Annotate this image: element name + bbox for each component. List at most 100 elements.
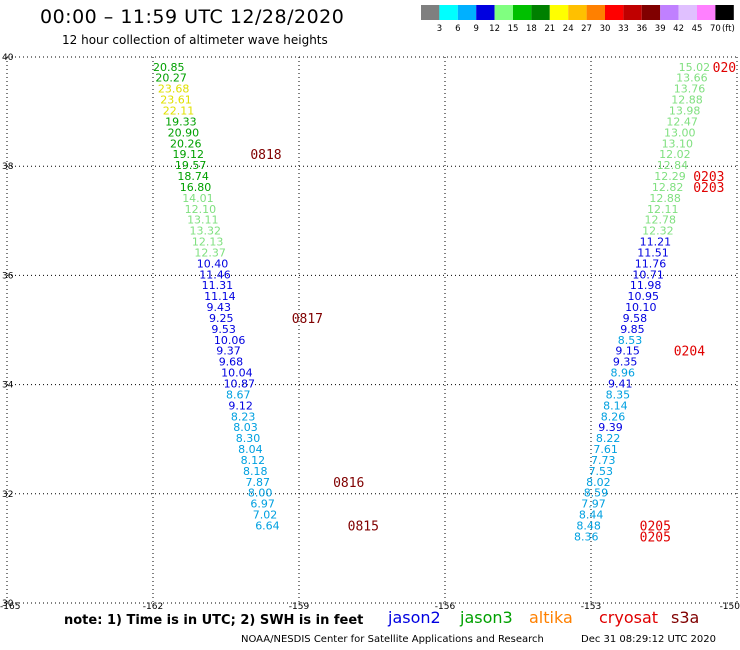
colorbar-swatch [549, 5, 569, 20]
colorbar-label: 3 [437, 24, 442, 34]
swh-point: 11.21 [640, 236, 672, 249]
swh-point: 8.22 [596, 432, 621, 445]
y-tick-label: 34 [2, 381, 14, 391]
swh-point: 8.96 [610, 367, 635, 380]
swh-point: 8.02 [586, 476, 611, 489]
swh-point: 19.57 [175, 159, 207, 172]
swh-point: 8.03 [233, 421, 257, 434]
swh-point: 9.35 [613, 356, 638, 369]
swh-point: 12.11 [647, 203, 679, 216]
time-tag: 0816 [333, 476, 364, 491]
swh-point: 8.26 [601, 410, 626, 423]
swh-point: 8.35 [606, 388, 631, 401]
swh-point: 8.53 [618, 334, 643, 347]
x-tick-label: -153 [581, 602, 601, 612]
swh-point: 9.25 [209, 312, 234, 325]
swh-point: 10.04 [221, 367, 253, 380]
swh-point: 8.44 [579, 509, 604, 522]
time-tag: 0205 [640, 530, 671, 545]
time-tag: 0815 [348, 519, 379, 534]
swh-point: 20.90 [168, 126, 200, 139]
swh-point: 8.48 [576, 519, 601, 532]
swh-point: 9.58 [623, 312, 648, 325]
note-text: note: 1) Time is in UTC; 2) SWH is in fe… [64, 613, 364, 628]
swh-point: 7.02 [253, 509, 278, 522]
colorbar-swatch [660, 5, 679, 20]
colorbar-swatch [513, 5, 532, 20]
swh-point: 8.23 [231, 410, 256, 423]
swh-point: 20.27 [155, 72, 187, 85]
swh-point: 7.73 [591, 454, 616, 467]
swh-point: 8.14 [603, 399, 628, 412]
swh-point: 13.98 [669, 105, 701, 118]
colorbar-label: 36 [636, 24, 647, 34]
colorbar-swatch [457, 5, 477, 20]
chart-title: 00:00 – 11:59 UTC 12/28/2020 [40, 6, 345, 28]
time-tag: 020 [713, 61, 736, 76]
time-tag: 0203 [693, 170, 724, 185]
swh-point: 14.01 [182, 192, 214, 205]
swh-point: 11.98 [630, 279, 662, 292]
swh-point: 8.36 [574, 530, 599, 543]
swh-point: 11.46 [199, 268, 231, 281]
swh-point: 6.97 [250, 498, 274, 511]
swh-point: 10.71 [632, 268, 664, 281]
swh-point: 8.59 [584, 487, 609, 500]
swh-point: 9.43 [207, 301, 232, 314]
colorbar-label: 33 [618, 24, 629, 34]
colorbar-swatch [568, 5, 587, 20]
swh-point: 23.68 [158, 83, 190, 96]
chart-subtitle: 12 hour collection of altimeter wave hei… [62, 33, 328, 47]
swh-point: 12.82 [652, 181, 684, 194]
swh-point: 20.26 [170, 137, 202, 150]
time-tag: 0817 [292, 312, 323, 327]
colorbar-swatch [494, 5, 513, 20]
colorbar-swatch [715, 5, 734, 20]
time-tag: 0203 [693, 181, 724, 196]
y-tick-label: 38 [2, 162, 14, 172]
colorbar-label: 9 [473, 24, 478, 34]
x-tick-label: -162 [143, 602, 163, 612]
colorbar-label: 21 [544, 24, 555, 34]
swh-point: 9.37 [216, 345, 241, 358]
colorbar-label: 15 [508, 24, 519, 34]
footer-date: Dec 31 08:29:12 UTC 2020 [581, 634, 716, 645]
swh-point: 12.88 [671, 94, 703, 107]
swh-point: 9.68 [219, 356, 244, 369]
swh-point: 12.88 [649, 192, 681, 205]
swh-point: 9.15 [615, 345, 640, 358]
swh-point: 11.76 [635, 257, 667, 270]
colorbar-label: 42 [673, 24, 684, 34]
colorbar-label: 39 [655, 24, 666, 34]
swh-point: 16.80 [180, 181, 212, 194]
colorbar-label: 6 [455, 24, 460, 34]
x-tick-label: -165 [0, 602, 20, 612]
swh-point: 23.61 [160, 94, 192, 107]
mission-jason3: jason3 [460, 608, 513, 627]
colorbar-swatch [476, 5, 495, 20]
swh-point: 9.41 [608, 378, 633, 391]
mission-s3a: s3a [671, 608, 700, 627]
swh-point: 9.85 [620, 323, 645, 336]
swh-point: 12.84 [657, 159, 689, 172]
swh-point: 12.32 [642, 225, 674, 238]
swh-point: 12.13 [192, 236, 224, 249]
swh-point: 13.76 [674, 83, 706, 96]
swh-point: 13.32 [190, 225, 222, 238]
swh-point: 6.64 [255, 519, 280, 532]
swh-point: 20.85 [153, 61, 185, 74]
swh-point: 9.39 [598, 421, 623, 434]
swh-point: 11.14 [204, 290, 236, 303]
colorbar-swatch [439, 5, 458, 20]
swh-point: 19.12 [172, 148, 204, 161]
swh-point: 12.78 [645, 214, 677, 227]
colorbar-label: 24 [563, 24, 574, 34]
colorbar-label: 70 [710, 24, 721, 34]
mission-cryosat: cryosat [599, 608, 659, 627]
swh-point: 8.12 [241, 454, 266, 467]
swh-point: 9.12 [228, 399, 253, 412]
swh-point: 12.10 [185, 203, 217, 216]
mission-jason2: jason2 [388, 608, 441, 627]
swh-point: 15.02 [679, 61, 711, 74]
colorbar-label: 30 [600, 24, 611, 34]
